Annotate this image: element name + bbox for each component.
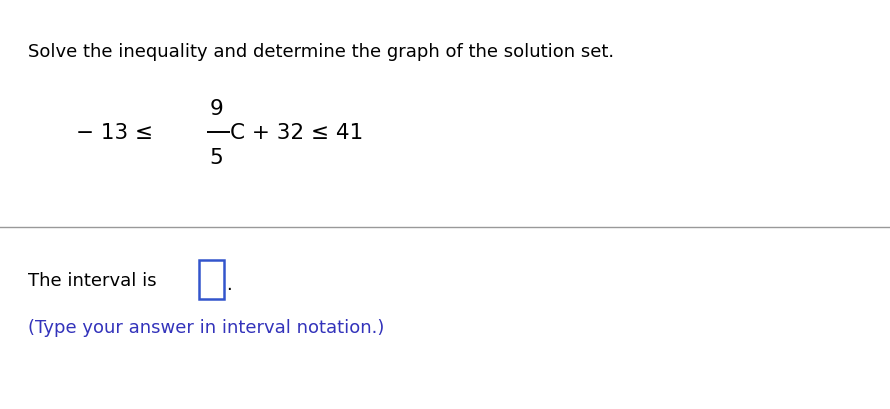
Text: C + 32 ≤ 41: C + 32 ≤ 41 [230, 123, 363, 143]
Text: 9: 9 [209, 99, 223, 118]
Text: 5: 5 [209, 148, 223, 167]
FancyBboxPatch shape [199, 260, 224, 299]
Text: (Type your answer in interval notation.): (Type your answer in interval notation.) [28, 318, 384, 336]
Text: .: . [226, 275, 231, 293]
Text: − 13 ≤: − 13 ≤ [76, 123, 153, 143]
Text: The interval is: The interval is [28, 271, 158, 289]
Text: Solve the inequality and determine the graph of the solution set.: Solve the inequality and determine the g… [28, 43, 615, 61]
